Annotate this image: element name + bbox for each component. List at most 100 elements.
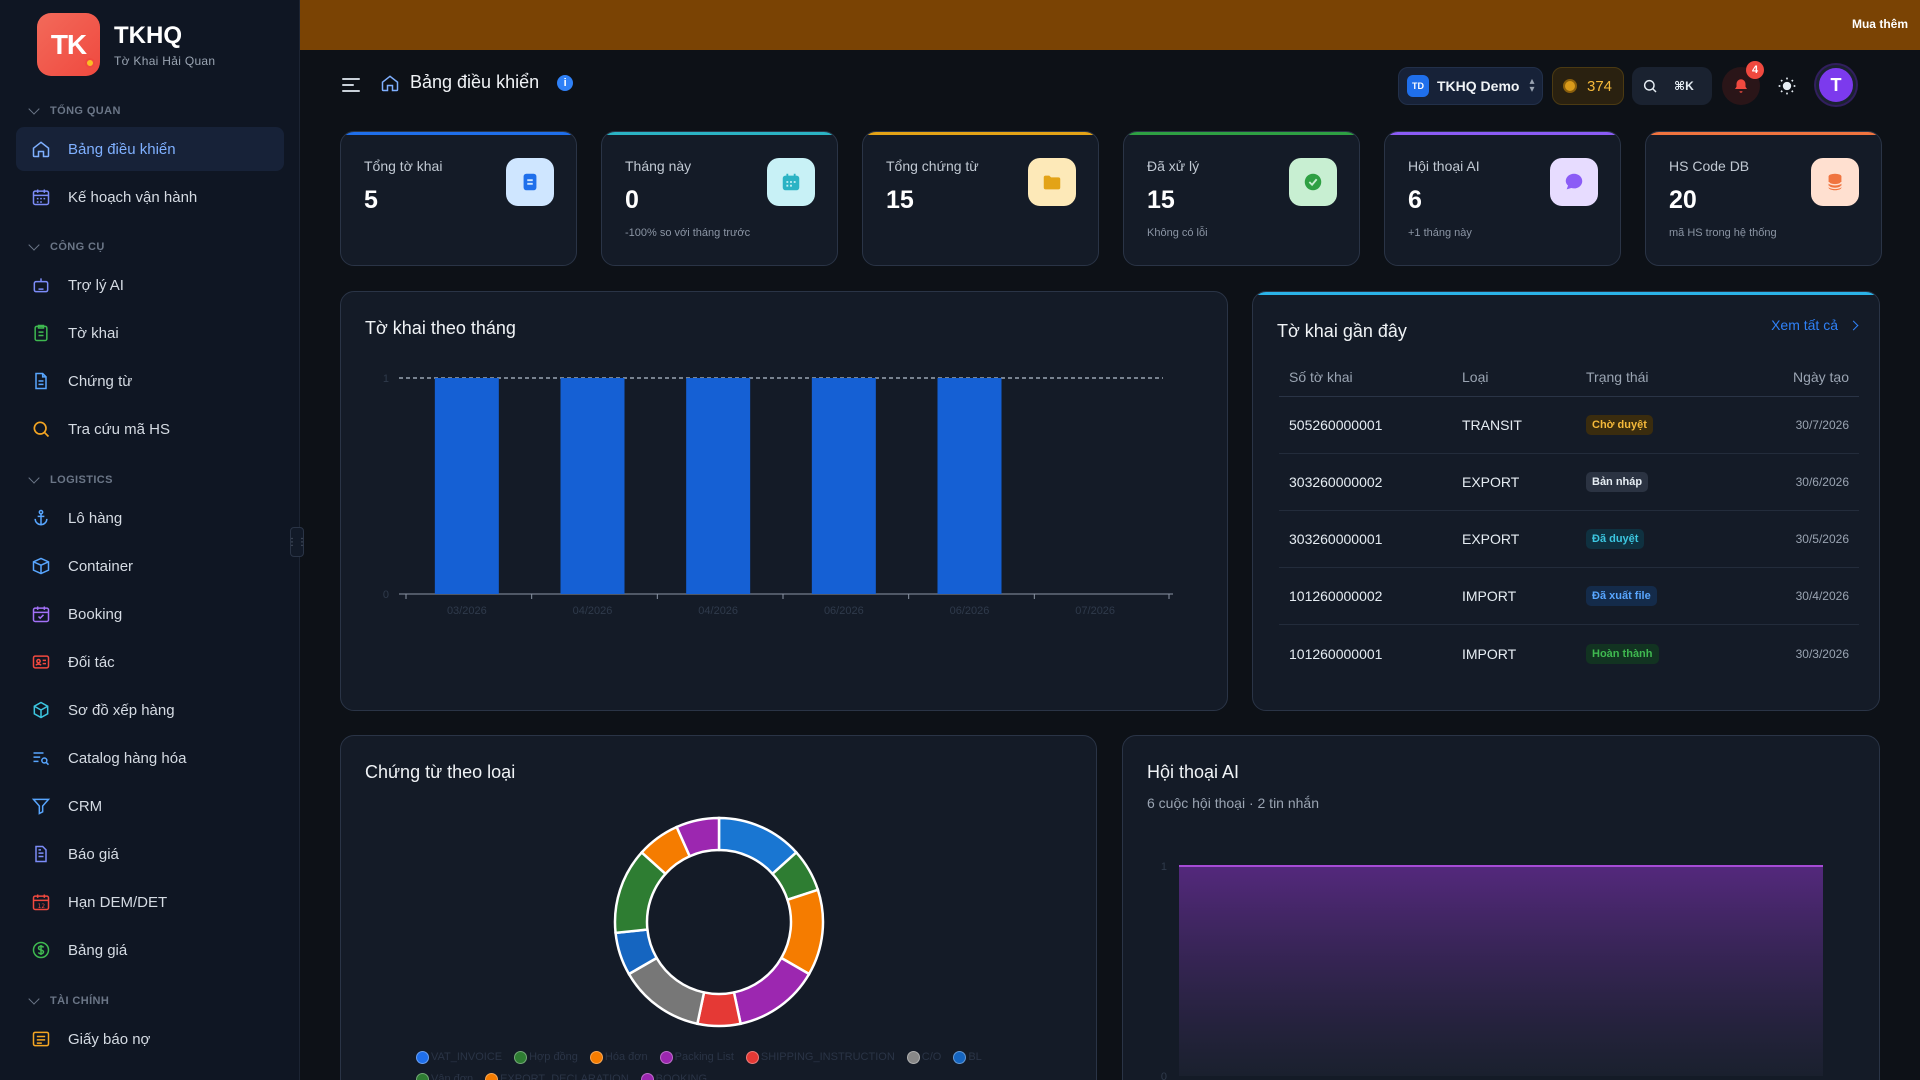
legend-label: VAT_INVOICE [431,1051,503,1063]
declaration-number: 505260000001 [1289,417,1383,433]
stat-card-processed[interactable]: Đã xử lý 15 Không có lỗi [1123,131,1360,266]
sidebar-item-ai-assistant[interactable]: Trợ lý AI [16,263,284,307]
legend-item[interactable]: C/O [906,1046,942,1068]
database-icon [1811,158,1859,206]
sidebar-item-partners[interactable]: Đối tác [16,640,284,684]
legend-swatch [485,1072,499,1080]
panel-title: Tờ khai gần đây [1277,321,1407,341]
donut-slice [732,956,811,1026]
section-tools[interactable]: CÔNG CỤ [28,239,105,253]
stat-value: 15 [886,186,914,214]
table-row[interactable]: 101260000001 IMPORT Hoàn thành 30/3/2026 [1279,625,1859,682]
legend-item[interactable]: Packing List [659,1046,734,1068]
see-all-link[interactable]: Xem tất cả [1771,317,1859,333]
created-date: 30/5/2026 [1795,532,1849,546]
sun-icon [1778,77,1796,95]
legend-swatch [514,1050,528,1064]
col-header-date[interactable]: Ngày tạo [1792,368,1849,385]
sidebar-item-label: Báo giá [68,845,119,863]
col-header-status[interactable]: Trạng thái [1586,368,1649,385]
y-tick-label: 0 [383,589,389,601]
sidebar-item-booking[interactable]: Booking [16,592,284,636]
sidebar-item-operations-plan[interactable]: Kế hoạch vận hành [16,175,284,219]
legend-item[interactable]: VAT_INVOICE [416,1046,502,1068]
table-row[interactable]: 303260000001 EXPORT Đã duyệt 30/5/2026 [1279,511,1859,568]
col-header-number[interactable]: Số tờ khai [1289,368,1353,385]
legend-item[interactable]: EXPORT_DECLARATION [485,1068,629,1080]
sidebar-item-crm[interactable]: CRM [16,784,284,828]
stat-card-total-declarations[interactable]: Tổng tờ khai 5 [340,131,577,266]
recent-declarations-table: Số tờ khai Loại Trạng thái Ngày tạo 5052… [1279,357,1859,682]
sidebar-item-loading-plan[interactable]: Sơ đồ xếp hàng [16,688,284,732]
stat-value: 5 [364,186,378,214]
sidebar-item-dashboard[interactable]: Bảng điều khiển [16,127,284,171]
sidebar-item-debit-notes[interactable]: Giấy báo nợ [16,1017,284,1061]
home-icon[interactable] [380,73,400,93]
theme-toggle-button[interactable] [1768,67,1806,105]
declaration-number: 303260000002 [1289,474,1383,490]
stat-card-total-documents[interactable]: Tổng chứng từ 15 [862,131,1099,266]
sidebar-item-hs-lookup[interactable]: Tra cứu mã HS [16,407,284,451]
table-row[interactable]: 101260000002 IMPORT Đã xuất file 30/4/2026 [1279,568,1859,625]
sidebar-item-dem-det[interactable]: 12 Hạn DEM/DET [16,880,284,924]
info-icon[interactable]: i [557,74,574,91]
donut-legend: VAT_INVOICE Hợp đồng Hóa đơn Packing List SH… [416,1046,1036,1080]
bar [937,378,1002,594]
sidebar-item-quotes[interactable]: Báo giá [16,832,284,876]
sidebar-item-label: Giấy báo nợ [68,1030,151,1048]
stat-card-hs-code-db[interactable]: HS Code DB 20 mã HS trong hệ thống [1645,131,1882,266]
legend-item[interactable]: Vận đơn [416,1068,473,1080]
stat-card-ai-conversations[interactable]: Hội thoại AI 6 +1 tháng này [1384,131,1621,266]
notifications-button[interactable]: 4 [1722,61,1764,105]
sidebar-item-declarations[interactable]: Tờ khai [16,311,284,355]
funnel-icon [30,795,52,817]
stat-label: Hội thoại AI [1408,158,1480,174]
sidebar-item-label: Booking [68,605,123,623]
brand[interactable]: TK TKHQ Tờ Khai Hải Quan [37,13,215,76]
legend-swatch [906,1050,920,1064]
legend-item[interactable]: BL [953,1046,982,1068]
sidebar-item-shipments[interactable]: Lô hàng [16,496,284,540]
legend-swatch [416,1072,429,1080]
legend-label: C/O [921,1051,942,1063]
col-header-type[interactable]: Loại [1462,368,1489,385]
sidebar-item-container[interactable]: Container [16,544,284,588]
sidebar-item-price-list[interactable]: Bảng giá [16,928,284,972]
sidebar-resize-handle[interactable]: ⋮⋮ [287,527,307,557]
legend-item[interactable]: Hợp đồng [514,1046,578,1068]
table-row[interactable]: 505260000001 TRANSIT Chờ duyệt 30/7/2026 [1279,397,1859,454]
command-search-button[interactable]: ⌘K [1632,67,1712,105]
declaration-type: IMPORT [1462,588,1517,604]
box-icon [30,555,52,577]
panel-subtitle: 6 cuộc hội thoại · 2 tin nhắn [1147,795,1320,811]
legend-item[interactable]: Hóa đơn [589,1046,648,1068]
check-icon [1289,158,1337,206]
legend-swatch [659,1050,673,1064]
legend-label: BOOKING [655,1073,707,1080]
x-tick-label: 06/2026 [950,605,990,617]
sidebar-item-label: Bảng giá [68,941,128,959]
sidebar-item-catalog[interactable]: Catalog hàng hóa [16,736,284,780]
section-overview[interactable]: TỔNG QUAN [28,103,121,117]
section-logistics[interactable]: LOGISTICS [28,472,113,486]
legend-item[interactable]: BOOKING [640,1068,707,1080]
created-date: 30/6/2026 [1795,475,1849,489]
stat-value: 6 [1408,186,1422,214]
stat-card-this-month[interactable]: Tháng này 0 -100% so với tháng trước [601,131,838,266]
legend-item[interactable]: SHIPPING_INSTRUCTION [745,1046,895,1068]
dollar-icon [30,939,52,961]
org-switcher[interactable]: TD TKHQ Demo ▴ ▾ [1398,67,1543,105]
credits-badge[interactable]: 374 [1552,67,1624,105]
sidebar-item-documents[interactable]: Chứng từ [16,359,284,403]
user-avatar[interactable]: T [1816,65,1856,105]
stat-label: Tổng chứng từ [886,158,979,174]
see-all-label: Xem tất cả [1771,317,1838,333]
table-row[interactable]: 303260000002 EXPORT Bản nháp 30/6/2026 [1279,454,1859,511]
buy-more-link[interactable]: Mua thêm [1851,17,1908,31]
status-badge: Hoàn thành [1586,643,1659,664]
menu-toggle-icon[interactable] [342,78,360,92]
org-badge: TD [1407,75,1429,97]
anchor-icon [30,507,52,529]
section-finance[interactable]: TÀI CHÍNH [28,993,109,1007]
